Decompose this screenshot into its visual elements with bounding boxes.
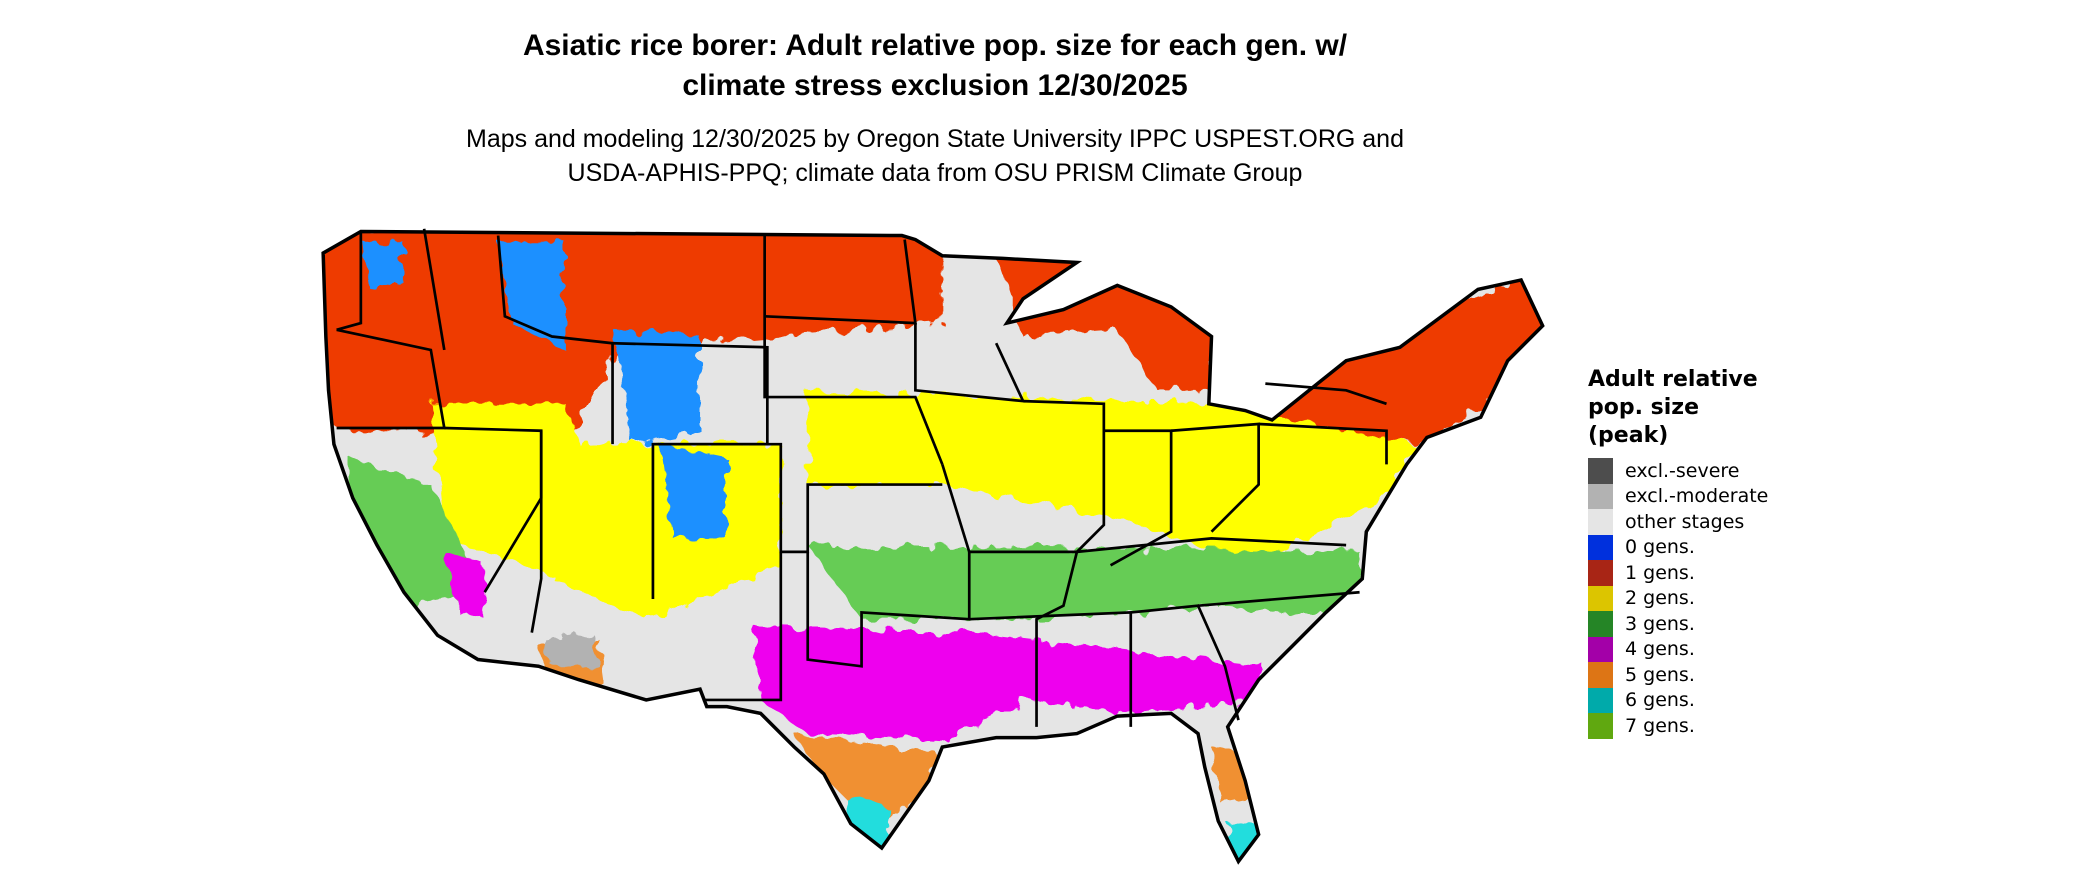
generation-zone <box>363 242 404 290</box>
generation-zone <box>612 329 701 445</box>
legend-label: other stages <box>1625 510 1745 533</box>
map-subtitle-line-1: Maps and modeling 12/30/2025 by Oregon S… <box>466 125 1404 153</box>
legend-title: Adult relative pop. size (peak) <box>1588 366 1768 450</box>
legend-label: 2 gens. <box>1625 587 1695 610</box>
state-borders <box>336 228 1388 727</box>
generation-zones <box>323 231 1543 862</box>
state-border <box>336 231 363 332</box>
legend-item: 4 gens. <box>1588 636 1768 662</box>
state-border <box>702 551 783 702</box>
legend-item: 7 gens. <box>1588 713 1768 739</box>
generation-zone <box>1265 269 1543 445</box>
legend-item: excl.-moderate <box>1588 483 1769 509</box>
generation-zone <box>444 551 485 620</box>
generation-zone <box>807 545 1360 620</box>
legend-item: 3 gens. <box>1588 611 1768 637</box>
state-border <box>1265 382 1387 406</box>
state-border <box>496 235 614 445</box>
legend-label: 4 gens. <box>1625 638 1695 661</box>
generation-zone <box>794 733 943 828</box>
legend-item: other stages <box>1588 509 1768 535</box>
legend-label: 1 gens. <box>1625 561 1695 584</box>
legend-item: 2 gens. <box>1588 585 1768 611</box>
legend-swatch <box>1588 585 1613 611</box>
legend-item: 1 gens. <box>1588 560 1768 586</box>
state-border <box>806 551 971 668</box>
legend-label: 3 gens. <box>1625 612 1695 635</box>
legend-swatch <box>1588 534 1613 560</box>
legend-swatch <box>1588 560 1613 586</box>
state-border <box>1076 537 1347 554</box>
map-subtitle: Maps and modeling 12/30/2025 by Oregon S… <box>335 122 1535 190</box>
generation-zone <box>807 390 1414 566</box>
generation-zone <box>753 625 1266 741</box>
generation-zone <box>430 403 593 579</box>
legend-swatch <box>1588 687 1613 713</box>
state-border <box>1023 399 1106 553</box>
state-border <box>1171 422 1260 533</box>
legend-swatch <box>1588 483 1613 509</box>
legend-label: excl.-moderate <box>1625 485 1769 508</box>
generation-zone <box>1211 747 1252 801</box>
state-border <box>1197 590 1360 608</box>
legend-title-line: Adult relative <box>1588 367 1758 392</box>
map-title-line-1: Asiatic rice borer: Adult relative pop. … <box>522 29 1348 62</box>
state-border <box>914 323 1026 403</box>
legend-label: 7 gens. <box>1625 714 1695 737</box>
map-title-line-2: climate stress exclusion 12/30/2025 <box>682 69 1188 102</box>
legend-item: 6 gens. <box>1588 687 1768 713</box>
legend-item: 5 gens. <box>1588 662 1768 688</box>
legend-swatch <box>1588 611 1613 637</box>
state-border <box>336 328 446 430</box>
legend: Adult relative pop. size (peak) excl.-se… <box>1588 366 1768 739</box>
state-border <box>1258 422 1388 465</box>
generation-zone <box>659 444 727 539</box>
legend-label: 0 gens. <box>1625 536 1695 559</box>
us-outline <box>321 229 1545 865</box>
state-border <box>422 228 446 351</box>
map-title: Asiatic rice borer: Adult relative pop. … <box>335 26 1535 106</box>
legend-swatch <box>1588 713 1613 739</box>
legend-label: 5 gens. <box>1625 663 1695 686</box>
legend-item: excl.-severe <box>1588 458 1768 484</box>
legend-title-line: pop. size <box>1588 395 1699 420</box>
generation-zone <box>498 242 566 350</box>
state-border <box>652 442 943 554</box>
state-border <box>1103 429 1173 567</box>
legend-label: excl.-severe <box>1625 459 1740 482</box>
state-border <box>1130 604 1240 721</box>
state-border <box>764 239 917 325</box>
legend-swatch <box>1588 636 1613 662</box>
legend-item: 0 gens. <box>1588 534 1768 560</box>
legend-swatch <box>1588 458 1613 484</box>
legend-label: 6 gens. <box>1625 689 1695 712</box>
legend-swatch <box>1588 509 1613 535</box>
generation-zone <box>545 632 600 667</box>
state-border <box>530 430 543 633</box>
legend-swatch <box>1588 662 1613 688</box>
legend-title-line: (peak) <box>1588 423 1669 448</box>
state-border <box>941 463 1079 727</box>
map-subtitle-line-2: USDA-APHIS-PPQ; climate data from OSU PR… <box>567 159 1303 187</box>
